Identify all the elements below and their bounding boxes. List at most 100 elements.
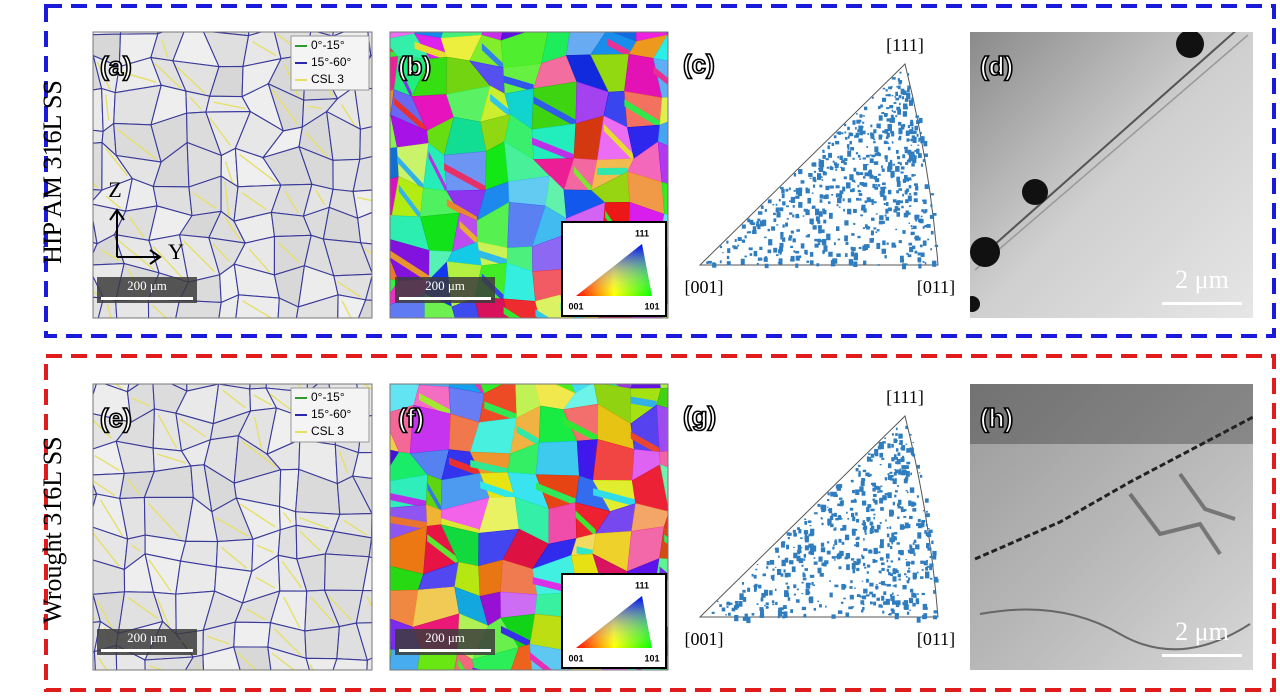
- pole-dot: [802, 572, 804, 574]
- pole-dot: [877, 229, 880, 231]
- pole-dot: [836, 132, 838, 134]
- pole-dot: [801, 582, 803, 584]
- pole-dot: [893, 576, 897, 581]
- pole-dot: [789, 560, 793, 564]
- pole-dot: [888, 94, 891, 96]
- pole-dot: [722, 252, 724, 253]
- pole-dot: [911, 225, 913, 227]
- pole-dot: [908, 196, 912, 202]
- pole-dot: [813, 585, 815, 586]
- pole-dot: [855, 538, 857, 540]
- pole-dot: [761, 205, 764, 208]
- pole-dot: [931, 193, 934, 195]
- pole-dot: [862, 205, 866, 211]
- pole-dot: [889, 118, 892, 123]
- pole-dot: [834, 527, 836, 530]
- pole-dot: [742, 582, 744, 585]
- scale-bar: [399, 297, 491, 300]
- pole-dot: [861, 555, 863, 557]
- pole-dot: [845, 242, 848, 245]
- pole-dot: [889, 105, 893, 108]
- pole-dot: [891, 133, 894, 136]
- pole-dot: [895, 115, 897, 117]
- pole-dot: [930, 578, 932, 580]
- pole-dot: [853, 561, 856, 563]
- pole-dot: [787, 218, 789, 220]
- pole-dot: [859, 198, 861, 201]
- twin: [501, 357, 533, 377]
- pole-dot: [902, 154, 905, 158]
- pole-dot: [904, 478, 908, 483]
- pole-dot: [767, 606, 769, 608]
- pole-dot: [898, 558, 900, 561]
- pole-dot: [895, 613, 899, 619]
- pole-dot: [903, 516, 906, 518]
- pole-dot: [907, 85, 910, 88]
- pole-dot: [850, 508, 853, 511]
- pole-dot: [871, 218, 875, 221]
- pole-dot: [926, 560, 928, 562]
- pole-dot: [912, 135, 916, 138]
- pole-dot: [864, 244, 868, 250]
- pole-dot: [753, 226, 756, 231]
- pole-dot: [908, 125, 910, 128]
- pole-dot: [764, 237, 766, 239]
- pole-dot: [894, 568, 897, 572]
- pole-dot: [822, 523, 824, 525]
- pole-dot: [801, 180, 805, 183]
- pole-dot: [909, 610, 911, 611]
- pole-dot: [744, 256, 747, 258]
- pole-dot: [902, 230, 905, 234]
- pole-dot: [779, 610, 781, 611]
- pole-dot: [883, 591, 886, 595]
- pole-dot: [793, 238, 796, 242]
- pole-dot: [880, 542, 882, 544]
- pole-dot: [894, 495, 896, 498]
- pole-dot: [822, 150, 824, 153]
- pole-dot: [841, 584, 845, 590]
- pole-dot: [901, 166, 905, 169]
- pole-dot: [934, 579, 938, 583]
- grain: [58, 381, 97, 412]
- pole-dot: [915, 186, 918, 191]
- pole-dot: [866, 146, 868, 148]
- pole-dot: [905, 98, 909, 102]
- pole-dot: [722, 609, 724, 611]
- pole-dot: [797, 558, 800, 560]
- pole-dot: [933, 590, 935, 594]
- pole-dot: [805, 188, 807, 191]
- pole-dot: [856, 198, 859, 201]
- pole-dot: [865, 200, 867, 203]
- scale-bar: [1162, 302, 1242, 305]
- pole-dot: [920, 561, 923, 564]
- pole-dot: [917, 495, 919, 497]
- pole-dot: [852, 517, 855, 522]
- pole-dot: [840, 528, 844, 531]
- pole-dot: [905, 162, 908, 165]
- pole-dot: [888, 147, 891, 150]
- pole-dot: [882, 182, 886, 185]
- pole-dot: [914, 150, 917, 152]
- pole-dot: [863, 522, 866, 526]
- grain: [67, 526, 88, 569]
- twin-boundary: [73, 486, 91, 491]
- pole-dot: [761, 598, 764, 602]
- pole-dot: [887, 534, 889, 538]
- pole-dot: [856, 152, 858, 154]
- pole-dot: [838, 610, 842, 614]
- pole-dot: [887, 543, 889, 547]
- pole-dot: [830, 593, 833, 598]
- pole-dot: [878, 551, 880, 553]
- pole-dot: [803, 559, 805, 561]
- pole-dot: [814, 561, 818, 564]
- pole-dot: [835, 539, 837, 542]
- pole-dot: [775, 589, 777, 591]
- pole-dot: [917, 145, 919, 146]
- grain: [235, 295, 279, 327]
- pole-dot: [833, 544, 835, 546]
- pole-dot: [911, 155, 914, 157]
- pole-dot: [845, 612, 849, 617]
- pole-dot: [810, 260, 814, 265]
- pole-dot: [897, 542, 900, 544]
- pole-dot: [817, 173, 821, 180]
